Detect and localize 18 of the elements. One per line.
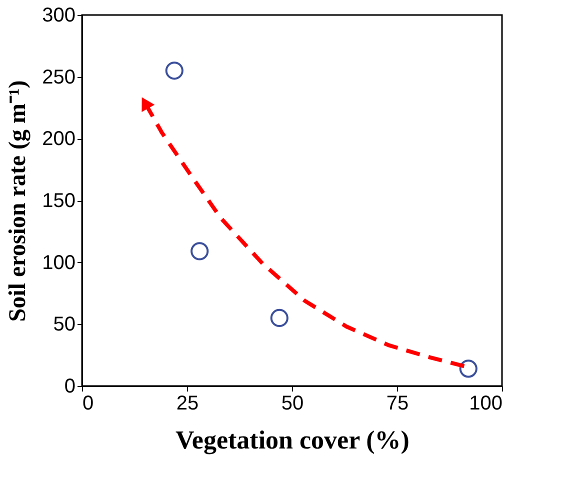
y-tick-label: 0 bbox=[64, 376, 76, 398]
y-tick-label: 100 bbox=[42, 252, 76, 274]
y-tick-label: 250 bbox=[42, 66, 76, 88]
y-tick-label: 200 bbox=[42, 128, 76, 150]
point bbox=[190, 242, 209, 260]
x-tick-label: 50 bbox=[281, 392, 304, 414]
y-tick-label: 300 bbox=[42, 4, 76, 26]
point bbox=[165, 62, 184, 80]
point bbox=[270, 308, 288, 328]
y-tick-label: 150 bbox=[42, 190, 76, 212]
point bbox=[459, 360, 478, 378]
x-tick-label: 25 bbox=[176, 392, 199, 414]
y-tick-label: 50 bbox=[53, 314, 76, 336]
x-tick-label: 0 bbox=[82, 392, 94, 414]
y-axis-title: Soil erosion rate (g m⁻¹) bbox=[5, 80, 32, 322]
x-tick-label: 75 bbox=[386, 392, 409, 414]
x-axis-title: Vegetation cover (%) bbox=[176, 426, 410, 454]
x-tick-label: 100 bbox=[469, 392, 502, 414]
